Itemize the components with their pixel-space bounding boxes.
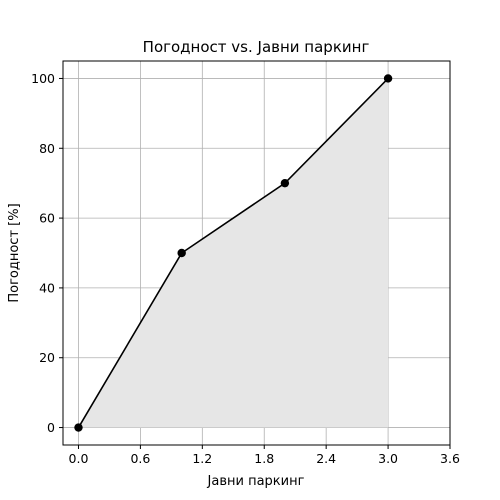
x-tick-label: 1.8 <box>254 451 274 466</box>
y-axis-label: Погодност [%] <box>7 203 22 302</box>
data-point <box>384 74 392 82</box>
y-tick-label: 80 <box>39 141 55 156</box>
x-tick-label: 2.4 <box>316 451 336 466</box>
y-axis-ticks: 0 20 40 60 80 100 <box>31 71 63 435</box>
y-tick-label: 40 <box>39 280 55 295</box>
y-tick-label: 60 <box>39 211 55 226</box>
data-point <box>281 179 289 187</box>
x-tick-label: 1.2 <box>192 451 212 466</box>
x-tick-label: 3.6 <box>440 451 460 466</box>
x-axis-label: Јавни паркинг <box>207 474 305 489</box>
area-fill <box>78 78 388 427</box>
data-point <box>74 423 82 431</box>
x-tick-label: 0.0 <box>69 451 89 466</box>
x-tick-label: 3.0 <box>378 451 398 466</box>
chart-title: Погодност vs. Јавни паркинг <box>143 38 370 56</box>
x-tick-label: 0.6 <box>130 451 150 466</box>
x-axis-ticks: 0.0 0.6 1.2 1.8 2.4 3.0 3.6 <box>69 445 460 466</box>
y-tick-label: 20 <box>39 350 55 365</box>
y-tick-label: 100 <box>31 71 55 86</box>
y-tick-label: 0 <box>47 420 55 435</box>
data-point <box>177 249 185 257</box>
